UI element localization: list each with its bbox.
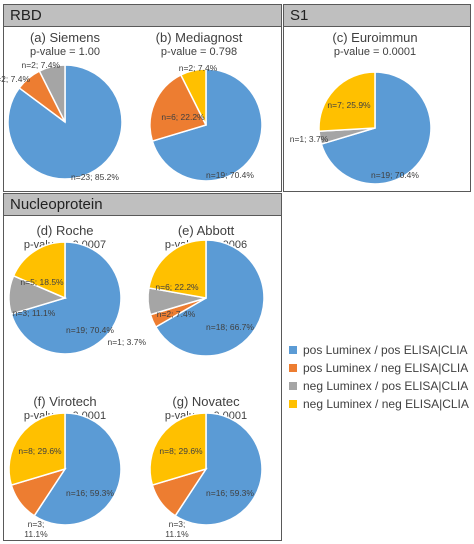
slice-label: n=23; 85.2%: [71, 172, 119, 182]
pie-slice: [174, 412, 263, 526]
chart-p-value: p-value = 0.798: [161, 46, 237, 58]
pie-slice: [149, 412, 207, 486]
legend-swatch: [289, 345, 297, 354]
pie-slice: [179, 68, 207, 126]
legend-label: pos Luminex / neg ELISA|CLIA: [303, 361, 469, 375]
pie-slice: [318, 71, 376, 133]
slice-label: n=3; 11.1%: [24, 519, 48, 539]
pie-slice: [154, 239, 265, 357]
pie-slice: [38, 64, 66, 123]
legend-item: neg Luminex / pos ELISA|CLIA: [289, 379, 469, 397]
legend-item: pos Luminex / neg ELISA|CLIA: [289, 361, 469, 379]
pie-slice: [8, 412, 66, 486]
pie-slice: [149, 73, 208, 142]
pie-slice: [320, 71, 432, 185]
chart-title: (b) Mediagnost: [156, 30, 243, 45]
slice-label: n=1; 3.7%: [107, 337, 146, 347]
legend-swatch: [289, 381, 297, 390]
panel-nucleoprotein-header: Nucleoprotein: [4, 194, 281, 216]
panel-nucleoprotein-label: Nucleoprotein: [10, 196, 103, 213]
legend-item: pos Luminex / pos ELISA|CLIA: [289, 343, 469, 361]
panel-rbd-header: RBD: [4, 5, 281, 27]
panel-s1-label: S1: [290, 7, 309, 24]
slice-label: n=19; 70.4%: [66, 325, 114, 335]
slice-label: n=3; 11.1%: [13, 308, 56, 318]
slice-label: n=6; 22.2%: [155, 282, 199, 292]
slice-label: n=2; 7.4%: [157, 309, 196, 319]
slice-label: n=5; 18.5%: [20, 277, 64, 287]
panel-s1-header: S1: [284, 5, 470, 27]
pie-slice: [148, 239, 207, 299]
chart-title: (a) Siemens: [30, 30, 101, 45]
legend-swatch: [289, 399, 297, 408]
slice-label: n=6; 22.2%: [161, 112, 205, 122]
pie-slice: [33, 412, 122, 526]
chart-title: (g) Novatec: [172, 394, 240, 409]
pie-chart: (e) Abbottp-value = 0.0006n=18; 66.7%n=1…: [107, 223, 265, 357]
legend-swatch: [289, 363, 297, 372]
slice-label: n=1; 3.7%: [290, 134, 329, 144]
pie-slice: [12, 241, 66, 300]
chart-title: (c) Euroimmun: [332, 30, 417, 45]
slice-label: n=19; 70.4%: [206, 170, 254, 180]
slice-label: n=16; 59.3%: [66, 488, 114, 498]
slice-label: n=8; 29.6%: [159, 446, 203, 456]
slice-label: n=3; 11.1%: [165, 519, 189, 539]
legend-label: neg Luminex / pos ELISA|CLIA: [303, 379, 469, 393]
chart-p-value: p-value = 1.00: [30, 46, 100, 58]
slice-label: n=7; 25.9%: [327, 100, 371, 110]
chart-title: (e) Abbott: [178, 223, 235, 238]
slice-label: n=16; 59.3%: [206, 488, 254, 498]
chart-title: (d) Roche: [36, 223, 93, 238]
slice-label: n=2; 7.4%: [179, 63, 218, 73]
slice-label: n=8; 29.6%: [18, 446, 62, 456]
chart-p-value: p-value = 0.0001: [334, 46, 416, 58]
legend-item: neg Luminex / neg ELISA|CLIA: [289, 397, 469, 415]
legend: pos Luminex / pos ELISA|CLIA pos Luminex …: [289, 343, 469, 415]
legend-label: neg Luminex / neg ELISA|CLIA: [303, 397, 469, 411]
slice-label: n=18; 66.7%: [206, 322, 254, 332]
slice-label: n=2; 7.4%: [0, 74, 30, 84]
pie-slice: [151, 68, 263, 182]
panel-rbd-label: RBD: [10, 7, 42, 24]
slice-label: n=19; 70.4%: [371, 170, 419, 180]
legend-label: pos Luminex / pos ELISA|CLIA: [303, 343, 468, 357]
chart-title: (f) Virotech: [33, 394, 96, 409]
slice-label: n=2; 7.4%: [21, 60, 60, 70]
